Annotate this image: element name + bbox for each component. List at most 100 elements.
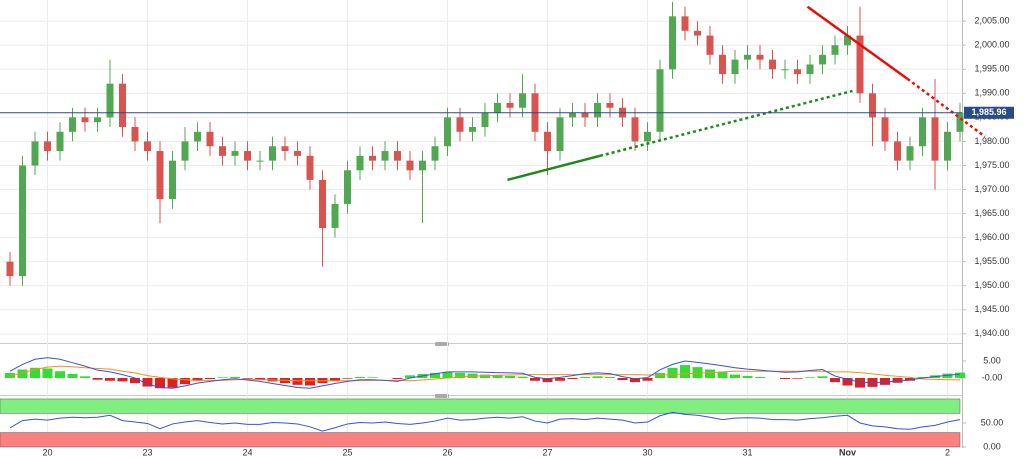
- histogram-bar: [580, 376, 590, 379]
- x-tick-label: Nov: [839, 447, 856, 457]
- candle-body: [506, 102, 514, 108]
- candle-body: [44, 141, 51, 152]
- candle-body: [169, 160, 176, 200]
- candle-body: [81, 117, 89, 123]
- histogram-bar: [905, 378, 915, 381]
- histogram-bar: [342, 378, 353, 379]
- candle-body: [256, 160, 264, 162]
- y-tick-label: 0.00: [983, 441, 1001, 451]
- histogram-bar: [480, 374, 490, 379]
- y-tick-label: 1,960.00: [974, 232, 1009, 242]
- histogram-bar: [505, 375, 515, 379]
- candle-body: [594, 102, 601, 118]
- histogram-bar: [242, 378, 253, 379]
- histogram-bar: [105, 378, 115, 381]
- y-tick-label: 1,970.00: [974, 184, 1009, 194]
- candle-body: [406, 160, 414, 171]
- histogram-bar: [755, 376, 765, 379]
- candle-body: [781, 69, 789, 71]
- histogram-bar: [155, 378, 165, 389]
- resize-handle[interactable]: [435, 394, 449, 398]
- histogram-bar: [367, 377, 378, 379]
- candle-body: [419, 160, 426, 171]
- candle-body: [631, 117, 639, 142]
- candle-body: [119, 83, 126, 127]
- candle-body: [231, 151, 239, 156]
- candle-body: [756, 54, 764, 60]
- candle-body: [194, 131, 201, 142]
- x-tick-label: 30: [642, 447, 652, 457]
- histogram-bar: [55, 371, 65, 379]
- candle-body: [306, 155, 314, 180]
- histogram-bar: [792, 378, 803, 379]
- candle-body: [269, 146, 276, 161]
- y-tick-label: 1,940.00: [974, 328, 1009, 338]
- histogram-bar: [167, 378, 178, 388]
- candle-body: [481, 112, 489, 127]
- candle-body: [669, 16, 676, 70]
- histogram-bar: [642, 378, 653, 381]
- resize-handle[interactable]: [435, 342, 449, 346]
- histogram-bar: [780, 378, 790, 380]
- trend-line: [507, 154, 601, 182]
- candle-body: [381, 151, 389, 161]
- x-tick-label: 31: [742, 447, 752, 457]
- y-tick-label: 1,980.00: [974, 136, 1009, 146]
- histogram-bar: [530, 378, 540, 381]
- histogram-bar: [705, 369, 715, 379]
- histogram-bar: [455, 372, 465, 379]
- candle-body: [919, 117, 926, 147]
- y-tick-label: 1,995.00: [974, 64, 1009, 74]
- y-tick-label: 2,005.00: [974, 16, 1009, 26]
- candle-body: [181, 141, 189, 161]
- candle-body: [706, 35, 714, 55]
- y-tick-label: 1,950.00: [974, 280, 1009, 290]
- histogram-bar: [67, 373, 78, 379]
- candle-body: [806, 64, 814, 75]
- histogram-bar: [292, 378, 303, 385]
- candle-body: [606, 102, 614, 108]
- trend-line: [906, 77, 986, 138]
- histogram-bar: [117, 378, 128, 382]
- histogram-bar: [492, 375, 503, 379]
- y-tick-label: 2,000.00: [974, 40, 1009, 50]
- candle-body: [894, 141, 901, 161]
- candle-body: [569, 112, 576, 118]
- rsi-band: [0, 398, 961, 414]
- candle-body: [56, 131, 64, 152]
- candle-body: [431, 146, 439, 161]
- candle-body: [219, 146, 226, 156]
- x-tick-label: 26: [442, 447, 452, 457]
- histogram-bar: [42, 368, 53, 379]
- candle-body: [881, 117, 889, 142]
- histogram-bar: [655, 372, 665, 379]
- histogram-bar: [230, 376, 240, 379]
- candle-body: [694, 30, 701, 36]
- y-tick-label: 50.00: [981, 417, 1004, 427]
- histogram-bar: [205, 378, 215, 380]
- y-tick-label: 1,990.00: [974, 88, 1009, 98]
- histogram-bar: [855, 378, 865, 388]
- y-tick-label: 5.00: [983, 355, 1001, 365]
- trend-line: [599, 89, 853, 158]
- y-tick-label: 1,975.00: [974, 160, 1009, 170]
- y-tick-label: -0.00: [982, 372, 1003, 382]
- candle-body: [19, 165, 26, 277]
- histogram-bar: [555, 378, 565, 381]
- histogram-bar: [680, 365, 690, 379]
- x-tick-label: 27: [542, 447, 552, 457]
- histogram-bar: [355, 376, 365, 379]
- histogram-bar: [92, 378, 103, 380]
- histogram-bar: [942, 373, 953, 379]
- candle-body: [156, 151, 164, 200]
- histogram-bar: [592, 376, 603, 379]
- candle-body: [294, 151, 301, 156]
- candle-body: [906, 146, 914, 161]
- histogram-bar: [842, 378, 853, 386]
- histogram-bar: [805, 377, 815, 379]
- rsi-line: [9, 411, 961, 432]
- candle-body: [356, 155, 364, 171]
- candle-body: [444, 117, 451, 147]
- candle-body: [144, 141, 151, 152]
